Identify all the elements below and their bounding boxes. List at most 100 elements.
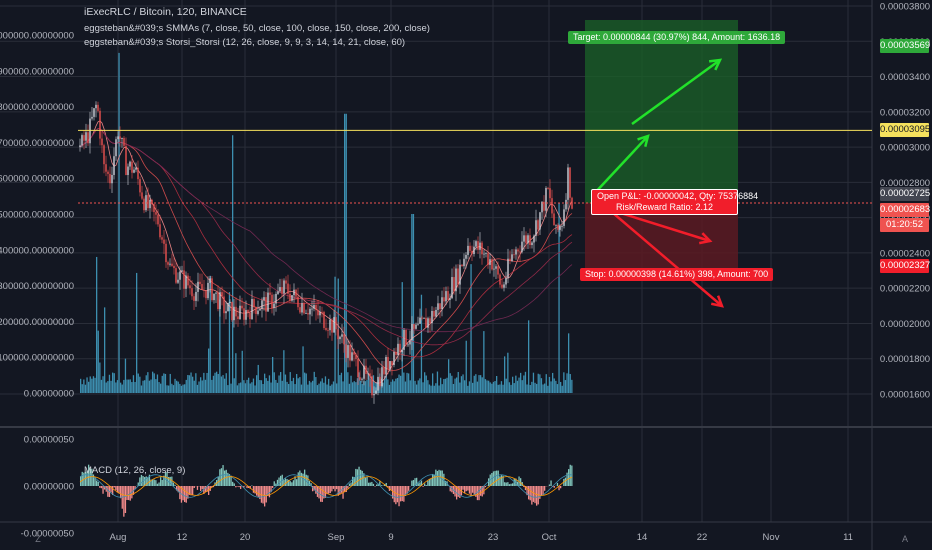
bar-countdown-label: 01:20:52 [880,218,929,232]
volume-bar [561,385,563,393]
macd-legend-label[interactable]: MACD (12, 26, close, 9) [84,465,186,476]
candle-body [433,310,435,317]
volume-bar [232,135,234,394]
volume-bar [297,378,299,393]
macd-histogram-bar [356,469,359,486]
macd-histogram-bar [548,484,551,486]
macd-histogram-bar [185,486,187,503]
volume-bar [451,375,453,393]
volume-bar [88,381,90,393]
target-info-box[interactable]: Target: 0.00000844 (30.97%) 844, Amount:… [568,31,786,44]
macd-histogram-bar [497,470,499,486]
volume-bar [252,378,255,393]
macd-histogram-bar [408,486,410,491]
macd-histogram-bar [81,471,83,486]
time-axis-tick: Sep [328,532,345,543]
macd-histogram-bar [401,486,403,502]
volume-bar [99,362,101,393]
indicator-storsi-label[interactable]: eggsteban&#039;s Storsi_Storsi (12, 26, … [84,37,406,48]
open-pl-box[interactable]: Open P&L: -0.00000042, Qty: 75376884 Ris… [591,189,758,215]
candle-body [399,343,401,353]
candle-body [105,164,107,172]
macd-histogram-bar [332,486,335,489]
macd-histogram-bar [539,486,541,499]
volume-bar [412,214,415,393]
red-arrow-1-head [698,232,713,245]
volume-bar [196,384,199,393]
macd-histogram-bar [299,470,301,486]
auto-scale-icon[interactable]: A [901,534,908,544]
candle-body [551,198,553,214]
macd-histogram-bar [220,468,223,486]
price-axis-tick: 0.00001800 [880,354,930,365]
volume-axis-tick: 300000.00000000 [0,281,74,292]
macd-histogram-bar [163,475,165,486]
candle-body [219,292,221,310]
volume-bar [550,381,552,393]
candle-body [553,213,555,226]
volume-bar [94,377,96,393]
volume-bar [278,375,280,393]
volume-bar [174,378,176,393]
volume-bar [408,373,410,393]
volume-bar [364,381,367,393]
macd-histogram-bar [529,486,531,501]
volume-bar [96,256,98,393]
macd-histogram-bar [435,469,437,486]
candle-body [405,329,407,346]
volume-bar [496,375,498,393]
candle-body [539,212,541,230]
zoom-icon[interactable]: Z [35,534,41,544]
volume-bar [356,378,359,393]
macd-axis-tick: 0.00000050 [24,435,74,446]
candle-body [197,281,199,292]
indicator-smma-label[interactable]: eggsteban&#039;s SMMAs (7, close, 50, cl… [84,23,430,34]
macd-histogram-bar [124,486,127,513]
volume-bar [440,377,442,393]
macd-histogram-bar [147,477,149,486]
candle-body [387,356,389,370]
candle-body [391,361,393,365]
candle-body [547,187,549,189]
volume-bar [316,385,319,393]
volume-bar [276,382,279,393]
candle-body [79,145,81,148]
candle-body [503,284,505,288]
stop-info-box[interactable]: Stop: 0.00000398 (14.61%) 398, Amount: 7… [580,268,774,281]
macd-histogram-bar [372,483,375,486]
macd-histogram-bar [416,477,418,486]
volume-bar [238,383,240,393]
candle-body [117,136,119,140]
macd-axis-tick: 0.00000000 [24,482,74,493]
candle-body [243,308,245,320]
macd-histogram-bar [276,479,279,486]
candle-body [367,373,369,375]
macd-histogram-bar [190,486,192,496]
volume-bar [166,385,168,393]
volume-bar [564,380,567,393]
candle-body [209,278,211,283]
volume-bar [396,377,399,393]
candle-body [515,249,517,255]
macd-histogram-bar [278,477,280,486]
candle-body [137,167,139,180]
macd-histogram-bar [344,486,346,493]
macd-histogram-bar [488,478,490,486]
candle-body [389,361,391,370]
volume-bar [294,384,296,393]
candle-body [207,282,209,299]
candle-body [363,365,365,379]
macd-histogram-bar [225,469,227,486]
volume-bar [147,372,149,393]
macd-histogram-bar [139,477,141,486]
macd-histogram-bar [382,485,384,486]
macd-histogram-bar [315,486,317,494]
candle-body [415,324,417,329]
macd-histogram-bar [296,479,298,486]
candle-body [567,167,569,200]
volume-bar [484,379,487,393]
candle-body [147,195,149,209]
volume-bar [537,373,539,393]
volume-bar [100,379,103,393]
